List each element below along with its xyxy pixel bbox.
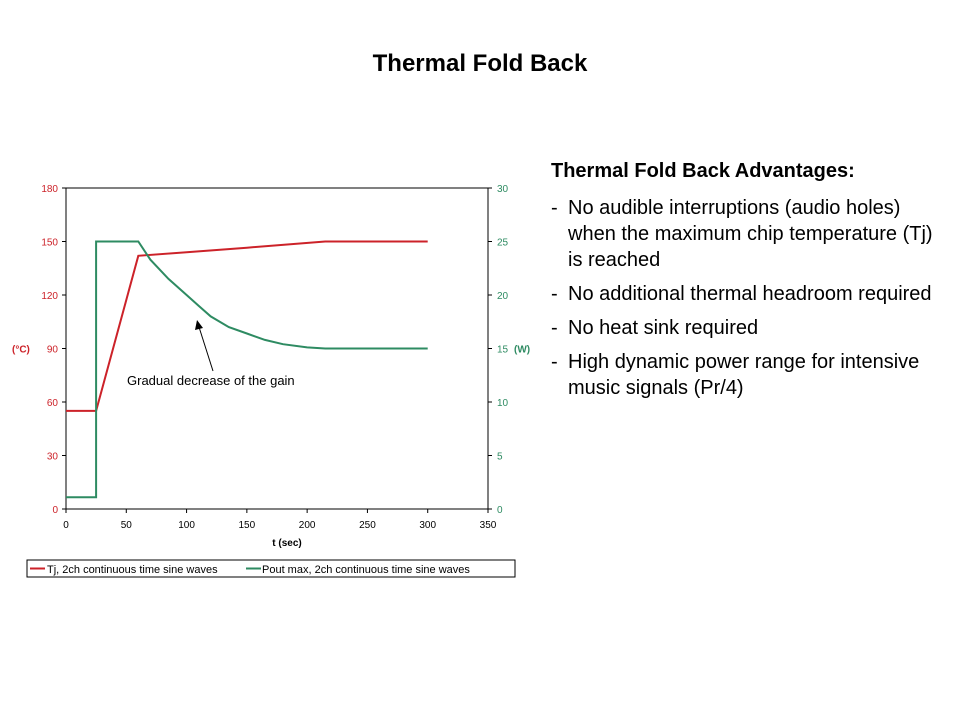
pout-series-line — [66, 240, 428, 499]
y-right-tick-label: 5 — [497, 452, 503, 463]
annotation-arrowhead-icon — [195, 320, 203, 330]
annotation-text: Gradual decrease of the gain — [127, 373, 295, 388]
y-right-tick-label: 25 — [497, 238, 509, 249]
annotation-arrow-line — [198, 326, 214, 372]
y-left-tick-label: 180 — [41, 184, 58, 195]
advantages-panel: Thermal Fold Back Advantages: - No audibl… — [551, 160, 941, 409]
y-right-tick-label: 30 — [497, 184, 509, 195]
bullet-dash: - — [551, 351, 558, 373]
x-tick-label: 100 — [178, 520, 195, 531]
y-left-tick-label: 90 — [47, 345, 59, 356]
legend-box — [26, 559, 516, 578]
y-right-tick-label: 20 — [497, 291, 509, 302]
advantage-item: - No audible interruptions (audio holes) … — [551, 195, 941, 273]
y-right-tick-label: 0 — [497, 505, 503, 516]
advantage-item: - No heat sink required — [551, 315, 941, 341]
x-tick-label: 0 — [63, 520, 69, 531]
y-right-tick-label: 15 — [497, 345, 509, 356]
advantages-heading: Thermal Fold Back Advantages: — [551, 160, 855, 182]
advantage-text: No heat sink required — [568, 317, 759, 339]
y-left-tick-label: 60 — [47, 398, 59, 409]
advantages-list: - No audible interruptions (audio holes) … — [551, 195, 941, 401]
y-left-axis-label: (°C) — [12, 345, 30, 356]
thermal-chart: 0 50 100 150 200 250 300 3500306090120150180051… — [12, 184, 530, 578]
y-left-tick-label: 150 — [41, 238, 58, 249]
x-tick-label: 250 — [359, 520, 376, 531]
advantage-text: No additional thermal headroom required — [568, 283, 932, 305]
advantage-item: - No additional thermal headroom required — [551, 281, 941, 307]
advantage-text: High dynamic power range for intensive m… — [568, 351, 920, 399]
advantage-item: - High dynamic power range for intensive … — [551, 349, 941, 401]
y-left-tick-label: 120 — [41, 291, 58, 302]
legend-label-pout: Pout max, 2ch continuous time sine waves — [262, 564, 470, 576]
y-right-tick-label: 10 — [497, 398, 509, 409]
bullet-dash: - — [551, 197, 558, 219]
x-axis-label: t (sec) — [272, 538, 301, 549]
x-tick-label: 150 — [239, 520, 256, 531]
slide-title: Thermal Fold Back — [372, 50, 588, 77]
x-tick-label: 350 — [480, 520, 497, 531]
y-left-tick-label: 30 — [47, 452, 59, 463]
x-tick-label: 50 — [121, 520, 133, 531]
x-tick-label: 300 — [419, 520, 436, 531]
bullet-dash: - — [551, 283, 558, 305]
legend-label-tj: Tj, 2ch continuous time sine waves — [47, 564, 218, 576]
bullet-dash: - — [551, 317, 558, 339]
y-right-axis-label: (W) — [514, 345, 530, 356]
x-tick-label: 200 — [299, 520, 316, 531]
y-left-tick-label: 0 — [52, 505, 58, 516]
advantage-text: No audible interruptions (audio holes) w… — [568, 197, 933, 271]
